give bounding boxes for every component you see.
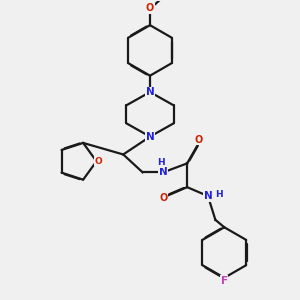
Text: N: N: [159, 167, 168, 177]
Text: O: O: [159, 193, 167, 202]
Text: O: O: [195, 135, 203, 145]
Text: H: H: [157, 158, 165, 167]
Text: F: F: [221, 276, 228, 286]
Text: H: H: [215, 190, 223, 199]
Text: N: N: [146, 87, 154, 97]
Text: O: O: [94, 157, 102, 166]
Text: N: N: [146, 132, 154, 142]
Text: N: N: [204, 191, 212, 201]
Text: O: O: [146, 3, 154, 13]
